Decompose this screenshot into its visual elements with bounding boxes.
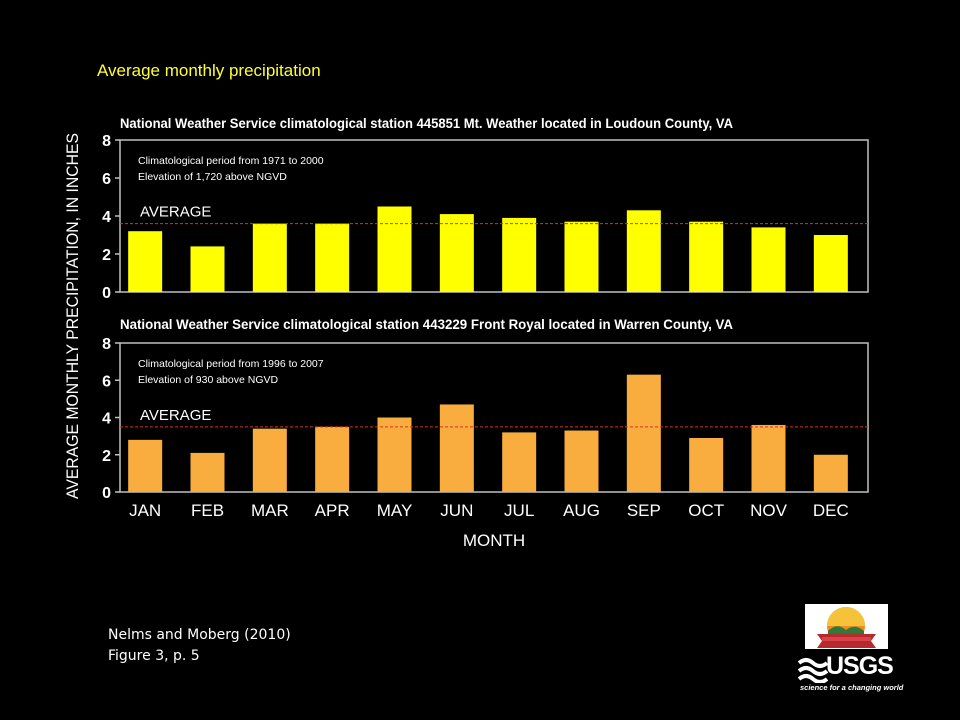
bar-aug: [564, 430, 599, 492]
x-tick-label-jun: JUN: [440, 501, 473, 520]
average-label: AVERAGE: [140, 407, 211, 424]
y-tick-label: 0: [102, 285, 111, 302]
y-tick-label: 8: [102, 133, 111, 150]
panel-note-elevation: Elevation of 930 above NGVD: [138, 374, 279, 386]
bar-jul: [502, 217, 537, 292]
bar-mar: [252, 428, 287, 492]
bar-apr: [315, 223, 350, 292]
bar-nov: [751, 227, 786, 292]
y-tick-label: 6: [102, 171, 111, 188]
bar-nov: [751, 424, 786, 492]
x-tick-label-sep: SEP: [627, 501, 661, 520]
x-tick-label-feb: FEB: [191, 501, 224, 520]
bar-jan: [128, 439, 163, 492]
citation-figure: Figure 3, p. 5: [108, 648, 200, 664]
panel-note-elevation: Elevation of 1,720 above NGVD: [138, 171, 287, 183]
y-tick-label: 2: [102, 448, 111, 465]
bar-dec: [813, 235, 848, 292]
bar-mar: [252, 223, 287, 292]
usgs-logo: USGS science for a changing world: [798, 652, 903, 696]
bar-oct: [689, 221, 724, 292]
bar-jul: [502, 432, 537, 492]
average-label: AVERAGE: [140, 204, 211, 221]
bar-jan: [128, 231, 163, 292]
slide-title: Average monthly precipitation: [97, 61, 321, 80]
bar-dec: [813, 454, 848, 492]
y-tick-label: 4: [102, 209, 111, 226]
x-tick-label-may: MAY: [377, 501, 413, 520]
panel-title: National Weather Service climatological …: [120, 116, 733, 131]
citation: Nelms and Moberg (2010) Figure 3, p. 5: [108, 625, 291, 667]
seal-logo: [805, 604, 888, 649]
bar-sep: [626, 210, 661, 292]
y-tick-label: 8: [102, 336, 111, 353]
y-tick-label: 4: [102, 411, 111, 428]
bar-feb: [190, 452, 225, 492]
x-tick-label-jan: JAN: [129, 501, 161, 520]
panel-note-period: Climatological period from 1996 to 2007: [138, 358, 324, 370]
bar-jun: [439, 404, 474, 492]
x-tick-label-jul: JUL: [504, 501, 534, 520]
bar-oct: [689, 437, 724, 492]
x-tick-label-nov: NOV: [750, 501, 788, 520]
bar-apr: [315, 426, 350, 492]
usgs-wordmark: USGS: [826, 652, 894, 680]
panel-title: National Weather Service climatological …: [120, 317, 733, 332]
bar-aug: [564, 221, 599, 292]
x-tick-label-dec: DEC: [813, 501, 849, 520]
bar-sep: [626, 374, 661, 492]
citation-authors: Nelms and Moberg (2010): [108, 627, 291, 643]
bar-may: [377, 417, 412, 492]
y-axis-title: AVERAGE MONTHLY PRECIPITATION, IN INCHES: [64, 133, 82, 499]
x-tick-label-aug: AUG: [563, 501, 600, 520]
x-axis-title: MONTH: [463, 531, 525, 550]
x-tick-label-oct: OCT: [688, 501, 724, 520]
y-tick-label: 6: [102, 373, 111, 390]
panel-note-period: Climatological period from 1971 to 2000: [138, 155, 324, 167]
x-tick-label-apr: APR: [315, 501, 350, 520]
bar-feb: [190, 246, 225, 292]
x-tick-label-mar: MAR: [251, 501, 289, 520]
bar-jun: [439, 214, 474, 292]
y-tick-label: 0: [102, 485, 111, 502]
usgs-tagline: science for a changing world: [800, 683, 904, 692]
y-tick-label: 2: [102, 247, 111, 264]
bar-may: [377, 206, 412, 292]
